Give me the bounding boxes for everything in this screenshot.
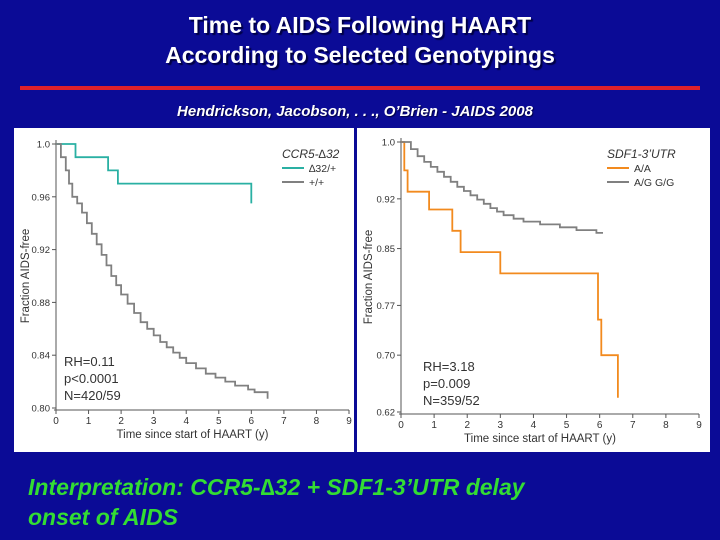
legend-label-2: +/+ — [309, 177, 324, 189]
y-tick-label: 0.80 — [32, 404, 51, 415]
y-tick-label: 0.84 — [32, 351, 51, 362]
legend-label-2: A/G G/G — [634, 177, 674, 189]
title-line-1: Time to AIDS Following HAART — [188, 12, 532, 38]
y-tick-label: 0.62 — [377, 408, 396, 419]
series-line-1 — [56, 143, 253, 204]
y-tick-label: 1.0 — [382, 138, 395, 149]
y-tick-label: 0.92 — [32, 245, 51, 256]
km-chart-ccr5-svg: 0.80 0.84 0.88 0.92 0.96 1.0 0 1 2 3 4 5 6 7 8 9 Time si… — [20, 140, 352, 442]
x-tick-label: 7 — [630, 420, 636, 431]
legend-label-1: ∆32/+ — [309, 163, 336, 175]
y-tick-label: 0.96 — [32, 192, 51, 203]
y-tick-label: 0.85 — [377, 244, 396, 255]
interpretation: Interpretation: CCR5-∆32 + SDF1-3’UTR de… — [28, 472, 708, 532]
x-tick-label: 1 — [86, 416, 92, 427]
stat-line-3: N=420/59 — [64, 388, 121, 403]
stat-line-3: N=359/52 — [423, 393, 480, 408]
x-tick-label: 0 — [53, 416, 59, 427]
y-tick-label: 0.77 — [377, 301, 396, 312]
x-axis-label: Time since start of HAART (y) — [117, 429, 269, 441]
interpretation-line-1: Interpretation: CCR5-∆32 + SDF1-3’UTR de… — [28, 474, 525, 500]
x-tick-label: 8 — [314, 416, 320, 427]
series-line-2 — [401, 141, 603, 234]
y-axis-label: Fraction AIDS-free — [363, 230, 375, 325]
km-chart-sdf1-svg: 0.62 0.70 0.77 0.85 0.92 1.0 0 1 2 3 4 5 6 7 8 9 Time si… — [363, 138, 702, 446]
y-tick-label: 1.0 — [37, 140, 50, 151]
x-tick-label: 5 — [216, 416, 222, 427]
y-tick-label: 0.88 — [32, 298, 51, 309]
x-tick-label: 9 — [696, 420, 702, 431]
x-tick-label: 5 — [564, 420, 570, 431]
y-tick-label: 0.70 — [377, 351, 396, 362]
x-tick-label: 8 — [663, 420, 669, 431]
x-tick-label: 9 — [346, 416, 352, 427]
x-tick-label: 2 — [464, 420, 470, 431]
series-line-1 — [401, 141, 619, 398]
slide-title: Time to AIDS Following HAART According t… — [0, 10, 720, 70]
x-tick-label: 2 — [118, 416, 124, 427]
title-line-2: According to Selected Genotypings — [165, 42, 555, 68]
stat-line-2: p<0.0001 — [64, 371, 119, 386]
legend-label-1: A/A — [634, 163, 651, 175]
km-chart-sdf1: 0.62 0.70 0.77 0.85 0.92 1.0 0 1 2 3 4 5 6 7 8 9 Time si… — [357, 128, 710, 452]
x-tick-label: 7 — [281, 416, 287, 427]
citation: Hendrickson, Jacobson, . . ., O’Brien - … — [177, 103, 533, 120]
x-tick-label: 4 — [183, 416, 189, 427]
x-tick-label: 3 — [151, 416, 157, 427]
stat-line-2: p=0.009 — [423, 376, 470, 391]
legend-title: SDF1-3’UTR — [607, 147, 676, 161]
x-tick-label: 3 — [498, 420, 504, 431]
x-tick-label: 6 — [597, 420, 603, 431]
legend-title: CCR5-∆32 — [282, 147, 340, 161]
interpretation-line-2: onset of AIDS — [28, 504, 178, 530]
x-tick-label: 4 — [531, 420, 537, 431]
x-tick-label: 6 — [249, 416, 255, 427]
x-tick-label: 1 — [431, 420, 437, 431]
y-tick-label: 0.92 — [377, 194, 396, 205]
y-axis-label: Fraction AIDS-free — [20, 229, 32, 324]
km-chart-ccr5: 0.80 0.84 0.88 0.92 0.96 1.0 0 1 2 3 4 5 6 7 8 9 Time si… — [14, 128, 354, 452]
x-axis-label: Time since start of HAART (y) — [464, 433, 616, 445]
series-line-2 — [56, 143, 269, 399]
title-divider — [20, 86, 700, 90]
x-tick-label: 0 — [398, 420, 404, 431]
stat-line-1: RH=3.18 — [423, 359, 475, 374]
stat-line-1: RH=0.11 — [64, 354, 115, 369]
